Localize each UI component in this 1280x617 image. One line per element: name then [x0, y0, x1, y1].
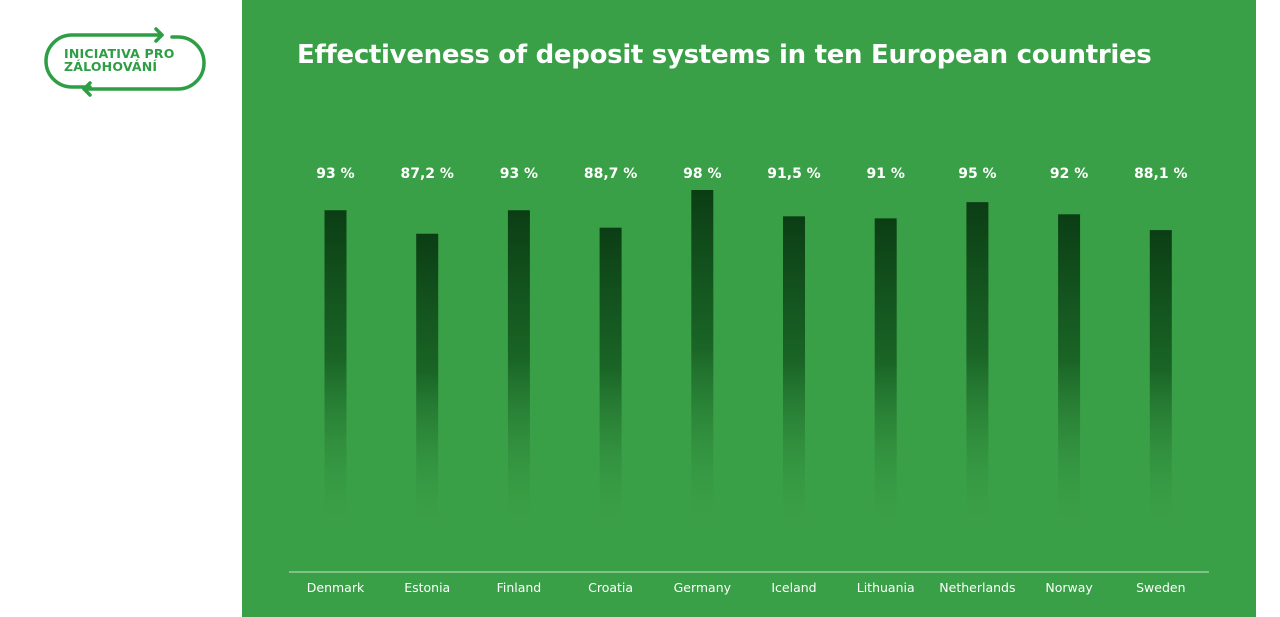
logo-line-1: INICIATIVA PRO	[64, 46, 175, 61]
value-label: 92 %	[1050, 166, 1088, 182]
bar	[691, 190, 714, 540]
category-label: Germany	[674, 580, 732, 595]
bar	[783, 216, 805, 540]
bar	[324, 210, 347, 540]
value-label: 91,5 %	[767, 166, 820, 182]
category-label: Estonia	[404, 580, 450, 595]
category-label: Lithuania	[857, 580, 915, 595]
category-label: Norway	[1045, 580, 1093, 595]
value-label: 88,1 %	[1134, 166, 1187, 182]
chart-panel: Effectiveness of deposit systems in ten …	[242, 0, 1256, 617]
category-label: Netherlands	[939, 580, 1015, 595]
value-label: 93 %	[500, 166, 538, 182]
chart-title: Effectiveness of deposit systems in ten …	[297, 40, 1152, 70]
category-label: Denmark	[307, 580, 365, 595]
value-label: 98 %	[683, 166, 721, 182]
category-label: Croatia	[588, 580, 633, 595]
value-label: 87,2 %	[400, 166, 453, 182]
logo-text: INICIATIVA PRO ZÁLOHOVÁNÍ	[64, 47, 175, 73]
bar	[874, 218, 897, 540]
category-label: Finland	[497, 580, 542, 595]
bar	[507, 210, 530, 540]
bar	[1058, 214, 1081, 541]
category-label: Sweden	[1136, 580, 1185, 595]
bar	[1149, 230, 1172, 540]
value-label: 93 %	[316, 166, 354, 182]
recycle-arrows-icon	[44, 27, 206, 97]
value-label: 91 %	[867, 166, 905, 182]
bar	[416, 233, 439, 541]
logo-line-2: ZÁLOHOVÁNÍ	[64, 59, 158, 74]
bar	[966, 202, 989, 540]
bar-chart: 93 % Denmark 87,2 % Estonia 93 % Finland 88,7 …	[289, 166, 1209, 595]
value-label: 95 %	[958, 166, 996, 182]
category-label: Iceland	[771, 580, 816, 595]
bar	[599, 227, 622, 541]
logo: INICIATIVA PRO ZÁLOHOVÁNÍ	[34, 26, 210, 98]
value-label: 88,7 %	[584, 166, 637, 182]
